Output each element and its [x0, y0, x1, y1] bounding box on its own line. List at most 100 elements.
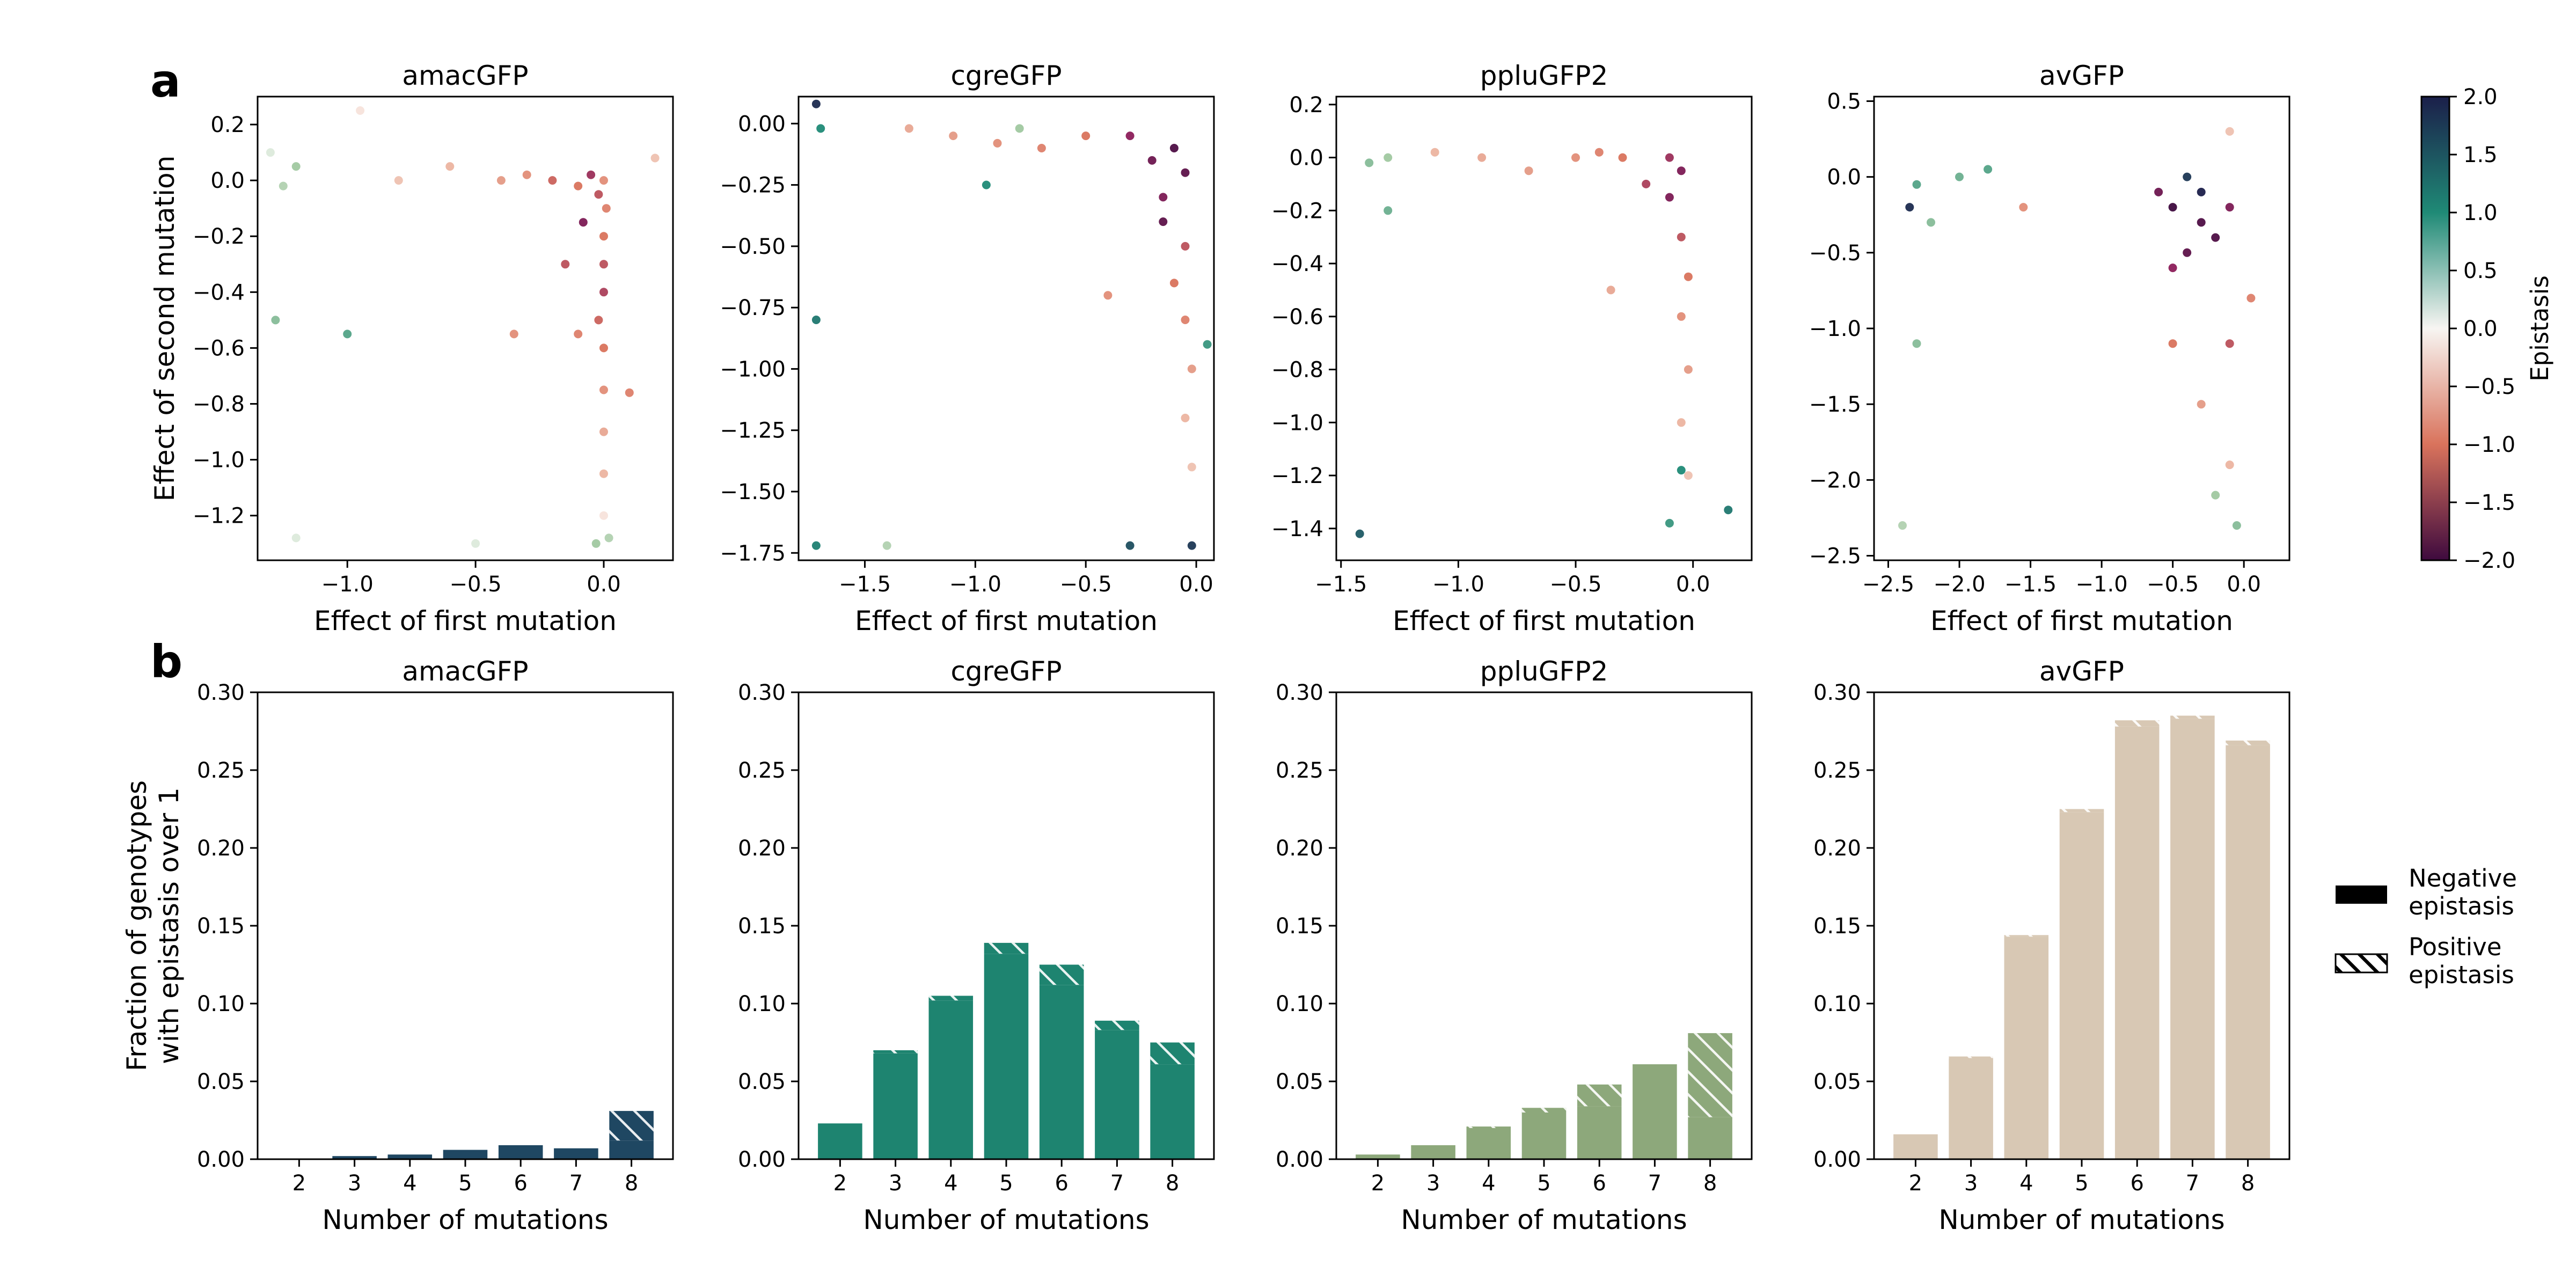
bar-negative	[2114, 726, 2160, 1159]
bar-positive-hatch	[1466, 1126, 1511, 1128]
scatter-point	[587, 170, 596, 179]
bar-positive-hatch	[1150, 1042, 1195, 1065]
legend-negative-line1: Negative	[2409, 864, 2517, 892]
legend-negative-line2: epistasis	[2409, 892, 2514, 920]
bar-negative	[1893, 1134, 1938, 1159]
y-tick-label: 0.20	[197, 836, 245, 861]
scatter-point	[1181, 413, 1190, 422]
x-tick-label: −1.5	[2004, 572, 2057, 597]
y-tick-label: 0.10	[738, 992, 786, 1016]
scatter-point	[1169, 279, 1179, 288]
x-axis-label: Effect of first mutation	[1393, 605, 1695, 636]
scatter-point	[2168, 203, 2177, 212]
x-tick-label: 7	[569, 1171, 583, 1196]
scatter-point	[811, 316, 821, 324]
scatter-point	[356, 106, 365, 115]
x-tick-label: 6	[1055, 1171, 1068, 1196]
scatter-point	[1169, 144, 1179, 152]
y-tick-label: 0.0	[1289, 146, 1323, 171]
scatter-point	[271, 316, 280, 325]
y-tick-label: 0.00	[1813, 1147, 1861, 1172]
bar-negative	[1949, 1058, 1993, 1159]
y-tick-label: −0.8	[1271, 358, 1323, 383]
scatter-point	[522, 170, 531, 179]
scatter-point	[811, 541, 821, 550]
y-tick-label: −1.25	[720, 419, 786, 443]
y-tick-label: 0.0	[210, 169, 245, 193]
y-tick-label: −0.4	[1271, 252, 1323, 276]
x-tick-label: 0.0	[587, 572, 621, 597]
scatter-point	[1665, 518, 1674, 528]
x-tick-label: 8	[625, 1171, 638, 1196]
scatter-point	[1181, 168, 1190, 177]
scatter-point	[574, 330, 583, 339]
panel-b-amacGFP: amacGFP 2 3 4 5 6 7 8 0.00 0.05 0.10 0.15 0.20 0.25 0.…	[121, 656, 674, 1235]
x-tick-label: 8	[1703, 1171, 1717, 1196]
bar-positive-hatch	[2004, 935, 2049, 937]
scatter-point	[2183, 172, 2192, 181]
scatter-point	[1677, 418, 1686, 427]
y-tick-label: −0.6	[193, 336, 245, 361]
x-tick-label: −1.5	[1315, 572, 1367, 597]
y-axis-label: Effect of second mutation	[149, 156, 180, 502]
scatter-point	[2183, 248, 2192, 257]
plot-frame	[1873, 691, 2290, 1160]
y-tick-label: 0.05	[1276, 1070, 1323, 1094]
panel-title: avGFP	[2039, 60, 2124, 91]
legend-swatch-negative	[2336, 885, 2387, 904]
y-tick-label: −0.2	[193, 224, 245, 249]
scatter-point	[1571, 153, 1580, 162]
scatter-point	[1927, 218, 1935, 227]
scatter-point	[1159, 217, 1168, 226]
y-tick-label: 0.25	[1276, 758, 1323, 783]
scatter-point	[602, 204, 611, 213]
scatter-point	[2197, 218, 2206, 227]
x-tick-label: −0.5	[450, 572, 502, 597]
scatter-point	[1665, 153, 1674, 162]
y-tick-label: −0.8	[193, 392, 245, 417]
bar-negative	[2059, 812, 2104, 1159]
panel-title: avGFP	[2039, 656, 2124, 687]
bar-negative	[1150, 1064, 1195, 1159]
colorbar-ticks: 2.0 1.5 1.0 0.5 0.0 −0.5 −1.0 −1.5 −2.0	[2449, 85, 2515, 573]
scatter-point	[2225, 127, 2234, 136]
scatter-point	[1103, 291, 1113, 300]
scatter-point	[1724, 506, 1733, 515]
bar-negative	[2170, 719, 2215, 1159]
y-tick-label: 0.15	[1276, 914, 1323, 939]
bar-positive-hatch	[1095, 1020, 1139, 1030]
y-tick-label: 0.25	[1813, 758, 1861, 783]
scatter-point	[599, 232, 608, 241]
x-tick-label: −1.0	[321, 572, 374, 597]
y-tick-label: −1.0	[193, 448, 245, 473]
bar-negative	[1411, 1145, 1455, 1159]
x-tick-label: −1.0	[2076, 572, 2128, 597]
y-tick-label: −2.5	[1809, 544, 1861, 569]
colorbar-gradient	[2420, 96, 2450, 561]
bar-negative	[928, 1000, 974, 1159]
panel-a-ppluGFP2: ppluGFP2 −1.5 −1.0 −0.5 0.0 0.2 0.0 −0.2 −0.4 −0.…	[1271, 60, 1753, 636]
scatter-point	[1147, 156, 1157, 165]
y-tick-label: 0.30	[1813, 680, 1861, 705]
x-tick-label: 3	[348, 1171, 361, 1196]
bar-positive-hatch	[2114, 720, 2160, 727]
scatter-point	[1594, 148, 1604, 157]
scatter-point	[1684, 272, 1693, 281]
bar-positive-hatch	[928, 996, 974, 1001]
legend-swatch-positive	[2334, 953, 2388, 974]
scatter-point	[882, 541, 891, 550]
colorbar-tick-label: 1.5	[2463, 143, 2498, 167]
scatter-point	[1524, 166, 1533, 175]
scatter-point	[599, 385, 608, 394]
x-tick-label: 6	[1592, 1171, 1606, 1196]
bar-positive-hatch	[1039, 964, 1084, 985]
y-tick-label: 0.25	[738, 758, 786, 783]
chart-panels: amacGFP −1.0 −0.5 0.0 0.2 0.0 −0.2 −0.4 −0.6 −0.8…	[121, 60, 2290, 1235]
scatter-point	[1665, 193, 1674, 202]
plot-frame	[1873, 96, 2290, 561]
scatter-point	[1203, 340, 1212, 349]
scatter-point	[2197, 400, 2206, 409]
scatter-point	[1912, 180, 1921, 189]
x-tick-label: −0.5	[1549, 572, 1601, 597]
y-tick-label: 0.30	[738, 680, 786, 705]
